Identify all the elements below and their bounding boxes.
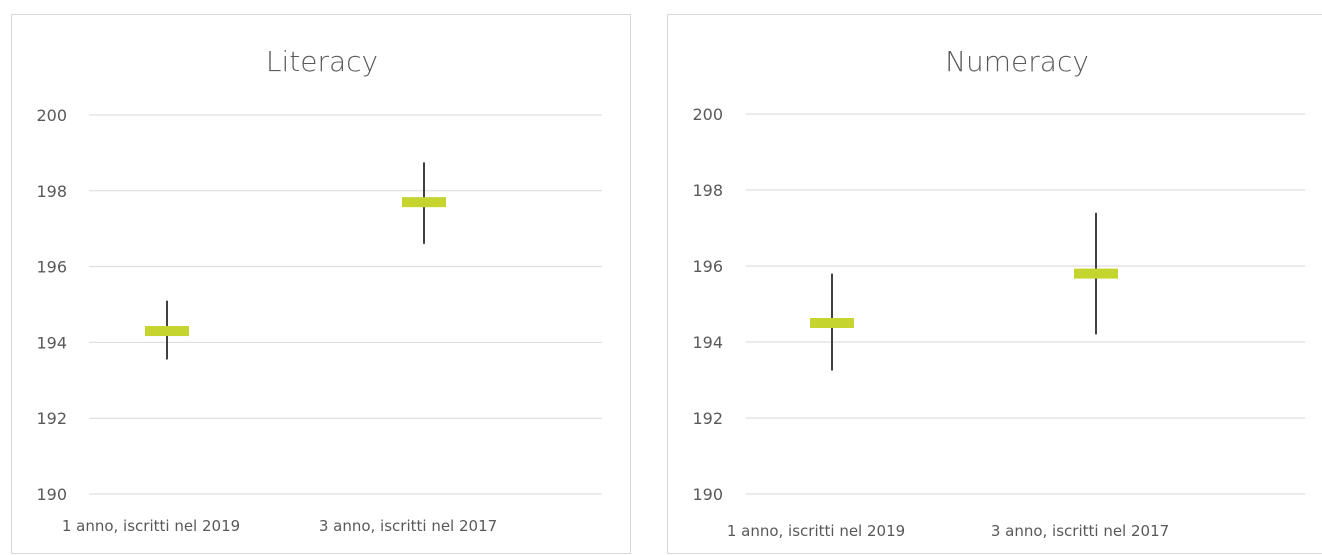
mean-marker xyxy=(1074,268,1118,279)
chart-panel-numeracy: Numeracy 190 192 194 196 198 200 1 anno, iscrit… xyxy=(667,14,1322,554)
y-tick-label: 194 xyxy=(692,333,723,352)
y-tick-label: 192 xyxy=(692,409,723,428)
x-category-label: 3 anno, iscritti nel 2017 xyxy=(991,522,1169,540)
y-tick-label: 196 xyxy=(692,257,723,276)
y-tick-label: 200 xyxy=(692,105,723,124)
chart-title: Literacy xyxy=(266,45,378,78)
y-tick-label: 190 xyxy=(36,485,67,504)
y-tick-label: 196 xyxy=(36,258,67,277)
mean-marker xyxy=(402,197,446,208)
y-tick-label: 200 xyxy=(36,106,67,125)
chart-panel-literacy: Literacy 190 192 194 196 198 200 1 anno, iscrit… xyxy=(11,14,631,554)
numeracy-chart-svg: Numeracy 190 192 194 196 198 200 1 anno, iscrit… xyxy=(692,45,1305,540)
y-tick-label: 192 xyxy=(36,409,67,428)
chart-title: Numeracy xyxy=(945,45,1089,78)
x-category-label: 3 anno, iscritti nel 2017 xyxy=(319,517,497,535)
mean-marker xyxy=(145,326,189,337)
y-tick-label: 198 xyxy=(692,181,723,200)
mean-marker xyxy=(810,318,854,328)
x-category-label: 1 anno, iscritti nel 2019 xyxy=(62,517,240,535)
y-tick-label: 194 xyxy=(36,333,67,352)
literacy-chart-svg: Literacy 190 192 194 196 198 200 1 anno, iscrit… xyxy=(36,45,602,535)
x-category-label: 1 anno, iscritti nel 2019 xyxy=(727,522,905,540)
y-tick-label: 190 xyxy=(692,485,723,504)
y-tick-label: 198 xyxy=(36,182,67,201)
